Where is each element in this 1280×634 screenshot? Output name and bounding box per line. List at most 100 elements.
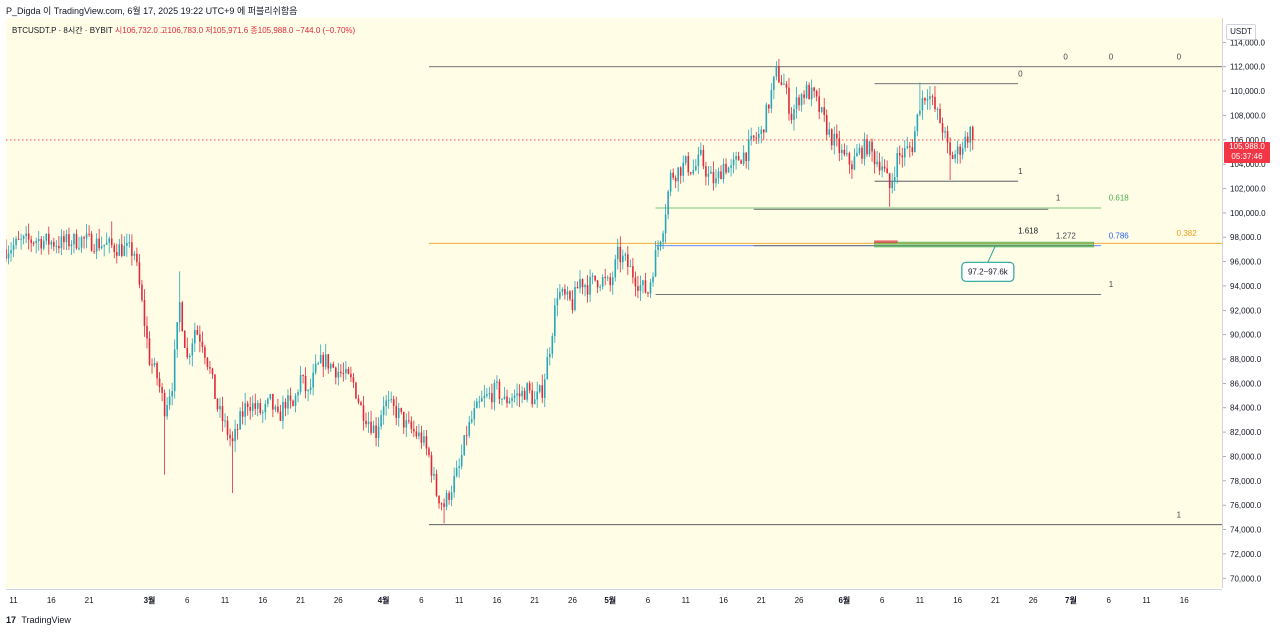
- candle-body: [397, 408, 400, 418]
- price-tick-label: 100,000.0: [1230, 209, 1266, 218]
- candle-body: [780, 82, 783, 85]
- candle-body: [468, 421, 471, 436]
- candle-body: [78, 247, 80, 249]
- candle-body: [793, 109, 795, 120]
- candle-body: [876, 161, 878, 165]
- candle-body: [45, 233, 48, 241]
- candle-body: [261, 412, 264, 414]
- candle-body: [357, 398, 360, 403]
- candle-body: [815, 91, 818, 97]
- candle-body: [239, 411, 241, 430]
- price-tick-label: 110,000.0: [1230, 87, 1266, 96]
- candle-body: [808, 84, 810, 100]
- candle-body: [836, 133, 838, 139]
- price-tick-label: 102,000.0: [1230, 185, 1266, 194]
- candle-body: [961, 148, 964, 155]
- candle-body: [22, 236, 25, 239]
- candle-body: [251, 403, 254, 411]
- time-tick-label: 6: [419, 596, 424, 605]
- candle-body: [549, 353, 551, 358]
- candle-body: [435, 473, 438, 496]
- candle-body: [400, 408, 403, 412]
- candle-body: [672, 172, 674, 178]
- time-tick-label: 6: [880, 596, 885, 605]
- callout-box: [961, 261, 1015, 282]
- price-tick-label: 76,000.0: [1230, 501, 1262, 510]
- candle-body: [926, 99, 929, 101]
- time-tick-label: 6: [646, 596, 651, 605]
- candle-body: [347, 368, 350, 374]
- candle-body: [559, 291, 561, 299]
- chart-pane[interactable]: 0 0 0 0 1 1 0.618 1.618 1.272 0.786 0.382 1 1 97.2~9…: [6, 18, 1222, 588]
- time-tick-label: 26: [1029, 596, 1038, 605]
- candle-body: [211, 368, 214, 375]
- candle-body: [903, 148, 906, 158]
- candle-body: [274, 406, 277, 410]
- candle-body: [75, 233, 78, 249]
- price-axis[interactable]: 114,000.0 112,000.0 110,000.0 108,000.0 106,…: [1222, 18, 1275, 588]
- candle-body: [460, 455, 463, 467]
- candle-body: [475, 401, 478, 409]
- time-tick-label: 21: [757, 596, 766, 605]
- candle-body: [828, 129, 831, 135]
- candle-body: [63, 236, 65, 243]
- time-tick-label: 11: [221, 596, 230, 605]
- candle-body: [146, 325, 148, 339]
- candle-body: [488, 393, 491, 395]
- candle-body: [42, 240, 45, 249]
- symbol-legend[interactable]: BTCUSDT.P · 8시간 · BYBIT 시106,732.0 고106,…: [12, 25, 355, 36]
- candle-body: [790, 113, 793, 120]
- candle-body: [551, 336, 554, 354]
- candle-body: [778, 66, 780, 83]
- brand-name: TradingView: [21, 615, 71, 625]
- candle-body: [692, 170, 695, 174]
- target-zone-1: [874, 240, 898, 243]
- candle-body: [649, 282, 652, 294]
- candle-body: [768, 104, 770, 109]
- time-tick-label: 4월: [378, 595, 390, 605]
- time-tick-label: 16: [719, 596, 728, 605]
- candle-body: [153, 363, 156, 366]
- time-tick-label: 16: [47, 596, 56, 605]
- candle-body: [851, 164, 853, 170]
- candle-body: [335, 367, 337, 378]
- candle-body: [800, 94, 803, 106]
- candle-body: [88, 233, 90, 235]
- time-tick-label: 21: [530, 596, 539, 605]
- candle-body: [785, 83, 788, 88]
- price-tick-label: 80,000.0: [1230, 452, 1262, 461]
- time-axis[interactable]: 11 16 21 3월 6 11 16 21 26 4월 6 11 16 21 26 5월 6 11 16 21 26 6…: [6, 589, 1222, 610]
- time-tick-label: 16: [492, 596, 501, 605]
- time-tick-label: 21: [296, 596, 305, 605]
- candle-body: [161, 387, 163, 393]
- candle-body: [367, 421, 370, 425]
- candle-body: [478, 401, 481, 403]
- fib-level-label: 0: [1109, 52, 1114, 61]
- candle-body: [971, 127, 974, 140]
- tradingview-footer[interactable]: 17 TradingView: [6, 615, 71, 625]
- candle-body: [108, 238, 111, 243]
- candle-body: [727, 167, 730, 173]
- candle-body: [722, 163, 725, 180]
- price-candles: [6, 59, 974, 524]
- candle-body: [219, 406, 221, 410]
- candle-body: [491, 393, 493, 403]
- candle-body: [682, 162, 685, 176]
- candle-body: [272, 393, 274, 410]
- candle-body: [516, 393, 518, 396]
- candle-body: [58, 245, 60, 249]
- candle-body: [951, 155, 954, 159]
- currency-button[interactable]: USDT: [1226, 24, 1256, 40]
- time-tick-label: 16: [953, 596, 962, 605]
- candlestick-chart[interactable]: 0 0 0 0 1 1 0.618 1.618 1.272 0.786 0.382 1 1 97.2~9…: [6, 18, 1222, 588]
- candle-body: [221, 406, 224, 422]
- candle-body: [825, 114, 828, 135]
- candle-body: [231, 438, 234, 442]
- candle-body: [911, 147, 914, 153]
- candle-body: [639, 285, 642, 291]
- candle-body: [15, 238, 17, 245]
- tradingview-logo-icon: 17: [6, 615, 17, 625]
- candle-body: [390, 399, 392, 401]
- candle-body: [679, 167, 682, 176]
- candle-body: [244, 403, 246, 417]
